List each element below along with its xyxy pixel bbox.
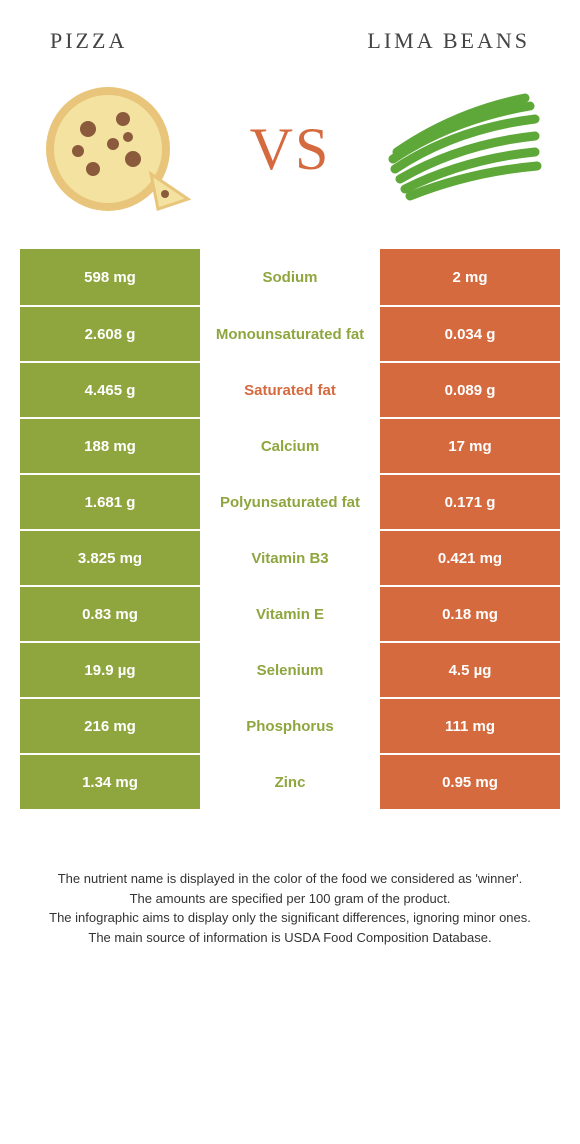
title-left: Pizza (50, 28, 127, 54)
footer-notes: The nutrient name is displayed in the co… (20, 869, 560, 947)
footer-line-3: The infographic aims to display only the… (30, 908, 550, 928)
table-row: 4.465 gSaturated fat0.089 g (20, 361, 560, 417)
value-left: 4.465 g (20, 363, 200, 417)
table-row: 1.681 gPolyunsaturated fat0.171 g (20, 473, 560, 529)
value-right: 111 mg (380, 699, 560, 753)
value-left: 188 mg (20, 419, 200, 473)
value-right: 4.5 µg (380, 643, 560, 697)
value-right: 0.95 mg (380, 755, 560, 809)
table-row: 598 mgSodium2 mg (20, 249, 560, 305)
nutrient-label: Saturated fat (200, 363, 380, 417)
nutrient-label: Vitamin E (200, 587, 380, 641)
table-row: 0.83 mgVitamin E0.18 mg (20, 585, 560, 641)
nutrient-label: Vitamin B3 (200, 531, 380, 585)
value-right: 2 mg (380, 249, 560, 305)
value-left: 1.681 g (20, 475, 200, 529)
value-left: 19.9 µg (20, 643, 200, 697)
footer-line-2: The amounts are specified per 100 gram o… (30, 889, 550, 909)
value-left: 598 mg (20, 249, 200, 305)
table-row: 19.9 µgSelenium4.5 µg (20, 641, 560, 697)
nutrient-label: Calcium (200, 419, 380, 473)
value-left: 2.608 g (20, 307, 200, 361)
pizza-image (30, 79, 205, 219)
value-right: 17 mg (380, 419, 560, 473)
footer-line-1: The nutrient name is displayed in the co… (30, 869, 550, 889)
title-right: Lima beans (367, 28, 530, 54)
table-row: 3.825 mgVitamin B30.421 mg (20, 529, 560, 585)
value-right: 0.18 mg (380, 587, 560, 641)
footer-line-4: The main source of information is USDA F… (30, 928, 550, 948)
table-row: 216 mgPhosphorus111 mg (20, 697, 560, 753)
infographic-container: Pizza Lima beans VS (0, 0, 580, 967)
nutrient-label: Sodium (200, 249, 380, 305)
table-row: 2.608 gMonounsaturated fat0.034 g (20, 305, 560, 361)
nutrient-label: Zinc (200, 755, 380, 809)
table-row: 188 mgCalcium17 mg (20, 417, 560, 473)
value-right: 0.171 g (380, 475, 560, 529)
nutrient-label: Selenium (200, 643, 380, 697)
lima-beans-image (375, 79, 550, 219)
value-right: 0.089 g (380, 363, 560, 417)
nutrient-table: 598 mgSodium2 mg2.608 gMonounsaturated f… (20, 249, 560, 809)
value-right: 0.034 g (380, 307, 560, 361)
value-left: 216 mg (20, 699, 200, 753)
table-row: 1.34 mgZinc0.95 mg (20, 753, 560, 809)
value-left: 0.83 mg (20, 587, 200, 641)
header: Pizza Lima beans (20, 28, 560, 79)
value-left: 1.34 mg (20, 755, 200, 809)
images-row: VS (20, 79, 560, 249)
vs-label: VS (250, 115, 331, 184)
nutrient-label: Phosphorus (200, 699, 380, 753)
value-right: 0.421 mg (380, 531, 560, 585)
nutrient-label: Polyunsaturated fat (200, 475, 380, 529)
value-left: 3.825 mg (20, 531, 200, 585)
nutrient-label: Monounsaturated fat (200, 307, 380, 361)
